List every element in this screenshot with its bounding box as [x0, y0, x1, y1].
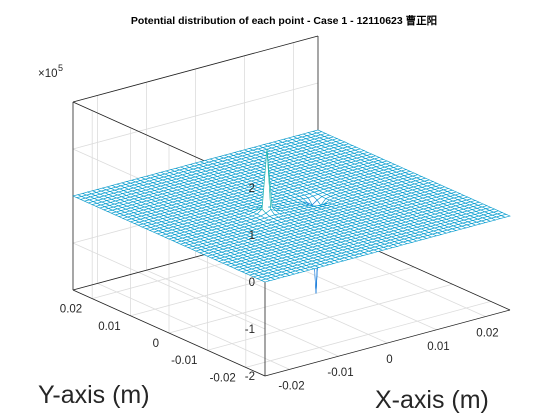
z-tick-label: 0 [249, 277, 255, 289]
z-tick-label: 1 [249, 230, 255, 242]
x-tick-label: -0.02 [278, 380, 304, 392]
back-wall-gridline [72, 82, 319, 150]
y-tick-label: 0.02 [60, 304, 82, 316]
y-tick-label: -0.02 [210, 372, 236, 384]
y-tick-label: 0 [153, 338, 159, 350]
surface-mesh [72, 129, 511, 294]
z-exponent-base: ×10 [38, 68, 58, 80]
x-tick-label: 0.02 [476, 328, 498, 340]
z-tick-label: 2 [249, 183, 255, 195]
x-tick-label: -0.01 [327, 367, 353, 379]
x-tick-label: 0.01 [427, 341, 449, 353]
y-tick-label: -0.01 [171, 355, 197, 367]
x-tick-label: 0 [386, 354, 392, 366]
y-tick-label: 0.01 [98, 321, 120, 333]
floor-gridline [207, 283, 453, 351]
y-axis-label: Y-axis (m) [38, 381, 150, 409]
z-exponent-power: 5 [58, 63, 63, 73]
surface-cell [500, 213, 511, 218]
axis-ticks: -2 -1 0 1 2 -0.02 -0.01 0 0.01 0.02 -0.02 -0.01 0 0.0… [60, 183, 499, 392]
chart-title: Potential distribution of each point - C… [131, 14, 437, 27]
floor-gridline [245, 301, 491, 368]
x-axis-label: X-axis (m) [375, 386, 489, 414]
z-tick-label: -1 [245, 324, 255, 336]
z-tick-label: -2 [245, 371, 255, 383]
side-wall-gridline [72, 242, 266, 330]
z-exponent: ×10 5 [38, 63, 63, 80]
floor-gridline [168, 266, 415, 334]
axes-box-edge [72, 35, 319, 103]
axes-box-edge [72, 289, 266, 377]
axes-box-edge [264, 309, 511, 377]
